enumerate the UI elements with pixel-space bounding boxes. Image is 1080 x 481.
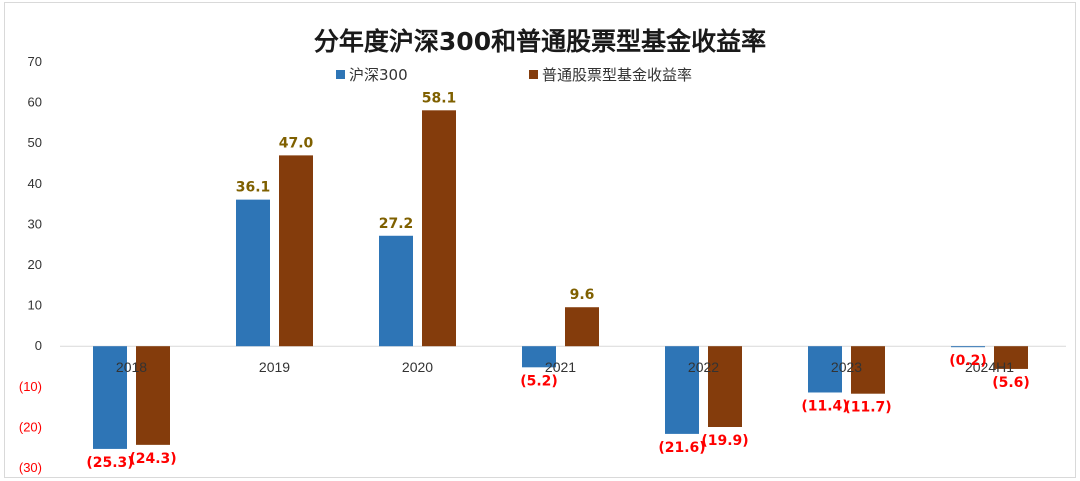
data-label-stock-fund-2024H1: (5.6) <box>992 375 1030 391</box>
x-category-label: 2021 <box>545 359 576 375</box>
y-tick-label: 50 <box>28 135 42 150</box>
legend-swatch-stock-fund <box>529 70 538 79</box>
x-category-label: 2023 <box>831 359 862 375</box>
plot-area <box>93 110 1028 449</box>
data-label-hs300-2021: (5.2) <box>520 373 558 389</box>
bar-stock-fund-2018 <box>136 346 170 445</box>
data-label-stock-fund-2022: (19.9) <box>701 433 748 449</box>
bar-stock-fund-2024H1 <box>994 346 1028 369</box>
y-tick-label: 20 <box>28 257 42 272</box>
data-labels: (25.3)(24.3) 36.1 47.0 27.2 58.1 (5.2) 9.6 (21.… <box>86 90 1029 471</box>
x-category-label: 2019 <box>259 359 290 375</box>
x-category-label: 2024H1 <box>965 359 1014 375</box>
y-tick-label: 0 <box>35 338 42 353</box>
x-category-label: 2020 <box>402 359 433 375</box>
bar-stock-fund-2020 <box>422 110 456 347</box>
bar-hs300-2018 <box>93 346 127 449</box>
y-tick-label: (20) <box>19 419 42 434</box>
bar-stock-fund-2021 <box>565 307 599 347</box>
y-tick-label: 70 <box>28 54 42 69</box>
bar-hs300-2021 <box>522 346 556 368</box>
data-label-stock-fund-2020: 58.1 <box>422 90 457 106</box>
data-label-stock-fund-2023: (11.7) <box>844 400 891 416</box>
bar-hs300-2019 <box>236 199 270 347</box>
bar-hs300-2020 <box>379 235 413 347</box>
data-label-hs300-2020: 27.2 <box>379 216 414 232</box>
bar-stock-fund-2019 <box>279 155 313 347</box>
bar-hs300-2023 <box>808 346 842 393</box>
data-label-hs300-2023: (11.4) <box>801 398 848 414</box>
legend: 沪深300 普通股票型基金收益率 <box>336 66 692 84</box>
legend-label-stock-fund: 普通股票型基金收益率 <box>542 66 692 84</box>
y-axis: 70 60 50 40 30 20 10 0 (10) (20) (30) <box>19 54 42 475</box>
data-label-hs300-2024H1: (0.2) <box>949 353 987 369</box>
chart-frame <box>4 2 1076 478</box>
bar-stock-fund-2023 <box>851 346 885 394</box>
data-label-hs300-2019: 36.1 <box>236 180 271 196</box>
y-tick-label: 10 <box>28 298 42 313</box>
y-tick-label: 60 <box>28 95 42 110</box>
chart-title: 分年度沪深300和普通股票型基金收益率 <box>314 27 766 56</box>
data-label-stock-fund-2021: 9.6 <box>570 287 595 303</box>
bar-stock-fund-2022 <box>708 346 742 427</box>
bar-hs300-2024H1 <box>951 346 985 348</box>
data-label-hs300-2022: (21.6) <box>658 440 705 456</box>
bar-hs300-2022 <box>665 346 699 434</box>
x-category-label: 2018 <box>116 359 147 375</box>
category-labels: 2018 2019 2020 2021 2022 2023 2024H1 <box>116 359 1014 375</box>
data-label-stock-fund-2019: 47.0 <box>279 135 314 151</box>
x-category-label: 2022 <box>688 359 719 375</box>
data-label-hs300-2018: (25.3) <box>86 455 133 471</box>
y-tick-label: (10) <box>19 379 42 394</box>
data-label-stock-fund-2018: (24.3) <box>129 451 176 467</box>
legend-label-hs300: 沪深300 <box>349 66 408 84</box>
y-tick-label: 30 <box>28 216 42 231</box>
y-tick-label: (30) <box>19 460 42 475</box>
y-tick-label: 40 <box>28 176 42 191</box>
legend-swatch-hs300 <box>336 70 345 79</box>
